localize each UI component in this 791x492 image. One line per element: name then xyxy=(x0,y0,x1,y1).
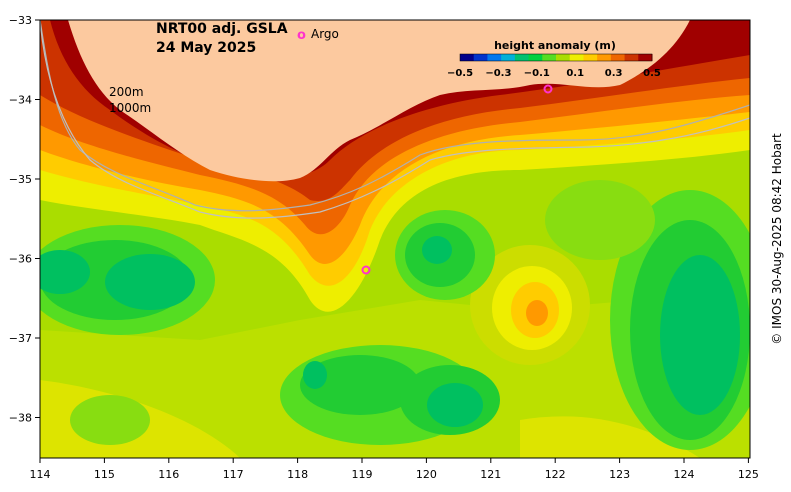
colorbar-tick-label: −0.3 xyxy=(485,68,511,79)
colorbar: height anomaly (m) −0.5 −0.3 −0.1 0.1 0.3 0.5 xyxy=(447,39,661,79)
y-axis: −33 −34 −35 −36 −37 −38 xyxy=(9,14,40,425)
x-tick-label: 115 xyxy=(94,468,115,481)
y-tick-label: −37 xyxy=(9,332,32,345)
colorbar-swatch xyxy=(473,54,488,61)
x-tick-label: 114 xyxy=(30,468,51,481)
isobath-label-1000m: 1000m xyxy=(109,101,151,115)
colorbar-swatch xyxy=(569,54,584,61)
x-tick-label: 116 xyxy=(158,468,179,481)
argo-legend-symbol: o xyxy=(297,28,306,43)
colorbar-swatch xyxy=(514,54,530,61)
x-tick-label: 119 xyxy=(352,468,373,481)
colorbar-tick-label: −0.1 xyxy=(524,68,550,79)
x-tick-label: 123 xyxy=(609,468,630,481)
colorbar-tick-label: 0.1 xyxy=(566,68,584,79)
plot-frame xyxy=(39,19,751,459)
isobath-200m xyxy=(40,20,750,212)
colorbar-swatch xyxy=(460,54,475,61)
colorbar-swatch xyxy=(610,54,626,61)
colorbar-swatch xyxy=(501,54,516,61)
x-tick-label: 117 xyxy=(223,468,244,481)
y-tick-label: −36 xyxy=(9,253,32,266)
colorbar-tick-label: −0.5 xyxy=(447,68,473,79)
colorbar-swatch xyxy=(487,54,502,61)
colorbar-tick-label: 0.5 xyxy=(643,68,661,79)
colorbar-title: height anomaly (m) xyxy=(494,39,616,52)
isobath-1000m xyxy=(40,20,750,219)
colorbar-swatch xyxy=(583,54,598,61)
colorbar-swatch xyxy=(597,54,612,61)
colorbar-swatch xyxy=(638,54,653,61)
map-title-line1: NRT00 adj. GSLA xyxy=(156,21,288,37)
argo-legend-label: Argo xyxy=(311,27,339,41)
argo-float-marker xyxy=(543,84,553,94)
x-tick-label: 118 xyxy=(287,468,308,481)
colorbar-tick-label: 0.3 xyxy=(605,68,623,79)
y-tick-label: −34 xyxy=(9,94,32,107)
imos-credit: © IMOS 30-Aug-2025 08:42 Hobart xyxy=(770,133,784,345)
colorbar-swatch xyxy=(528,54,543,61)
colorbar-swatch xyxy=(542,54,557,61)
y-tick-label: −35 xyxy=(9,173,32,186)
x-tick-label: 120 xyxy=(416,468,437,481)
x-tick-label: 124 xyxy=(674,468,695,481)
x-axis: 114 115 116 117 118 119 120 121 122 123 124 125 xyxy=(30,458,759,481)
y-tick-label: −33 xyxy=(9,14,32,27)
plot-area xyxy=(40,20,750,458)
colorbar-swatch xyxy=(556,54,571,61)
x-tick-label: 121 xyxy=(480,468,501,481)
x-tick-label: 122 xyxy=(545,468,566,481)
map-title-line2: 24 May 2025 xyxy=(156,40,256,56)
isobath-label-200m: 200m xyxy=(109,85,144,99)
argo-float-marker xyxy=(361,265,371,275)
x-tick-label: 125 xyxy=(738,468,759,481)
colorbar-swatch xyxy=(624,54,639,61)
y-tick-label: −38 xyxy=(9,412,32,425)
